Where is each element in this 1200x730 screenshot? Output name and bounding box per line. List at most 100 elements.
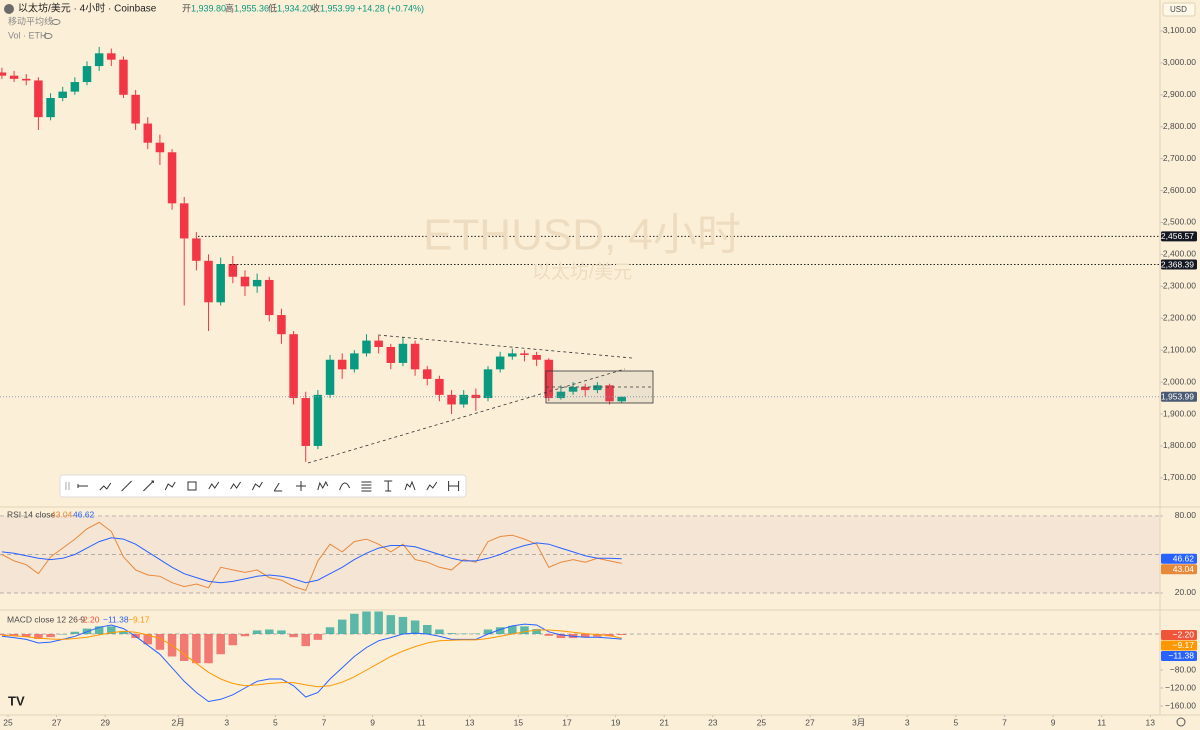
histogram-bar <box>617 634 626 635</box>
x-tick-label: 11 <box>1097 717 1106 727</box>
candle-body <box>483 369 493 399</box>
logo[interactable]: TV <box>8 693 25 708</box>
histogram-bar <box>520 626 529 635</box>
candle-body <box>350 353 359 370</box>
toolbar-icon[interactable] <box>187 481 197 491</box>
ohlc-key: 低 <box>268 2 277 13</box>
settings-icon[interactable] <box>1176 717 1186 727</box>
price-badge <box>1161 259 1197 270</box>
toolbar-icon[interactable] <box>361 481 372 492</box>
toolbar-icon[interactable] <box>99 482 112 491</box>
histogram-bar <box>46 634 55 638</box>
toolbar-icon[interactable] <box>384 480 393 492</box>
candle-body <box>0 72 7 76</box>
candle-body <box>167 152 177 204</box>
x-tick-label: 3月 <box>852 717 865 727</box>
candle-body <box>119 59 128 95</box>
indicator-value: −9.17 <box>128 614 150 624</box>
candle-body <box>228 263 238 277</box>
eye-icon[interactable] <box>51 19 61 25</box>
symbol-title[interactable]: 以太坊/美元 · 4小时 · Coinbase <box>18 2 157 15</box>
price-badge <box>1161 553 1197 564</box>
candle-body <box>58 91 67 98</box>
x-tick-label: 3 <box>905 717 910 727</box>
candle-body <box>520 353 529 355</box>
x-tick-label: 5 <box>273 717 278 727</box>
y-tick-label: 2,400.00 <box>1163 249 1196 259</box>
histogram-bar <box>471 633 481 635</box>
candle-body <box>143 123 153 143</box>
candle-body <box>179 203 189 239</box>
candle-body <box>325 359 335 395</box>
x-tick-label: 9 <box>1051 717 1056 727</box>
y-tick-label: 2,100.00 <box>1163 344 1196 354</box>
toolbar-icon[interactable] <box>273 482 283 492</box>
price-badge-label: 2,456.57 <box>1161 231 1194 241</box>
candle-body <box>568 386 578 392</box>
toolbar-icon[interactable] <box>317 480 329 491</box>
toolbar-icon[interactable] <box>296 481 306 491</box>
histogram-bar <box>350 613 359 635</box>
histogram-bar <box>495 627 505 635</box>
toolbar-icon[interactable] <box>143 480 154 492</box>
histogram-bar <box>216 634 225 655</box>
symbol-logo <box>4 4 14 14</box>
x-tick-label: 9 <box>370 717 375 727</box>
histogram-bar <box>155 634 165 650</box>
eye-icon[interactable] <box>43 33 53 39</box>
toolbar-icon[interactable] <box>77 484 88 488</box>
candle-body <box>9 75 19 79</box>
x-tick-label: 23 <box>708 717 718 727</box>
currency-button[interactable] <box>1162 2 1196 17</box>
pane: 3,100.00 3,000.00 2,900.00 2,800.00 2,700.00… <box>0 25 1196 482</box>
candle-body <box>192 238 201 261</box>
x-tick-label: 25 <box>757 717 767 727</box>
toolbar-icon[interactable] <box>339 482 351 491</box>
x-tick-label: 7 <box>322 717 327 727</box>
x-tick-label: 17 <box>562 717 572 727</box>
indicator-value: −11.38 <box>103 614 129 624</box>
histogram-bar <box>532 629 541 635</box>
toolbar-icon[interactable] <box>164 481 176 491</box>
indicator-value: 43.04 <box>51 509 73 519</box>
toolbar-icon[interactable] <box>208 481 220 490</box>
toolbar-icon[interactable] <box>230 481 242 490</box>
histogram-bar <box>313 634 323 640</box>
toolbar-handle[interactable] <box>65 482 70 490</box>
histogram-bar <box>544 634 554 636</box>
histogram-bar <box>265 629 274 635</box>
overlay-label[interactable]: Vol · ETH <box>8 30 47 40</box>
toolbar-icon[interactable] <box>426 481 438 491</box>
candle-body <box>216 263 225 303</box>
price-badge <box>1161 391 1197 402</box>
candle-body <box>556 391 566 399</box>
axis-badges: 2,456.572,368.391,953.9946.6243.04−2.20−… <box>1161 231 1197 661</box>
price-badge <box>1161 629 1197 640</box>
toolbar-icon[interactable] <box>404 480 416 491</box>
histogram-bar <box>301 634 310 647</box>
range-box[interactable] <box>545 370 654 404</box>
y-tick-label: 2,800.00 <box>1163 121 1196 131</box>
candle-body <box>435 378 444 395</box>
currency-label[interactable]: USD <box>1170 5 1187 14</box>
overlay-label[interactable]: 移动平均线 <box>8 15 53 26</box>
trend-line[interactable] <box>307 368 626 464</box>
toolbar-icon[interactable] <box>121 480 132 492</box>
candle-body <box>471 394 481 399</box>
drawing-toolbar <box>59 474 467 498</box>
histogram-bar <box>374 611 383 635</box>
toolbar-icon[interactable] <box>251 481 263 491</box>
price-badge-label: −11.38 <box>1168 651 1194 661</box>
eye-icons <box>43 19 61 39</box>
candle-body <box>617 396 626 402</box>
trend-line[interactable] <box>377 334 633 359</box>
y-tick-label: 2,200.00 <box>1163 313 1196 323</box>
histogram-bar <box>605 634 614 637</box>
candle-body <box>605 385 614 402</box>
histogram-bar <box>70 631 80 635</box>
histogram-bar <box>556 634 566 639</box>
candle-body <box>204 260 213 303</box>
toolbar-icon[interactable] <box>448 481 460 491</box>
y-tick-label: 2,600.00 <box>1163 185 1196 195</box>
